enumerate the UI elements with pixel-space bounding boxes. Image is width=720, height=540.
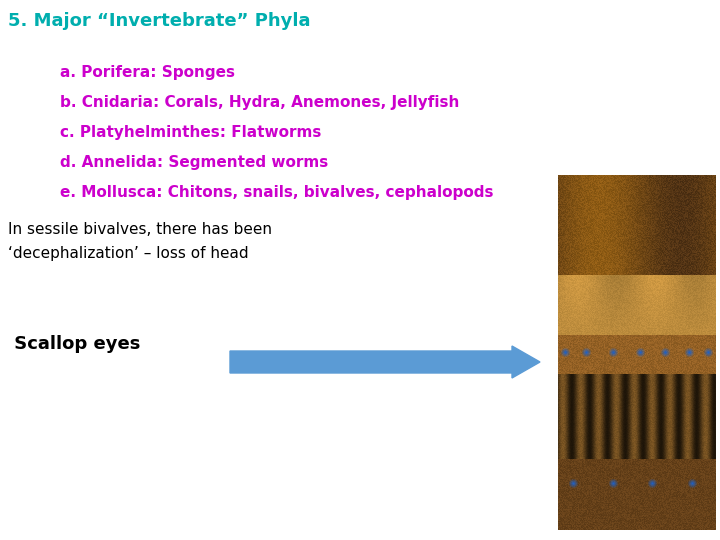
Text: Scallop eyes: Scallop eyes bbox=[8, 335, 140, 353]
FancyArrow shape bbox=[230, 346, 540, 378]
Text: a. Porifera: Sponges: a. Porifera: Sponges bbox=[60, 65, 235, 80]
Text: In sessile bivalves, there has been: In sessile bivalves, there has been bbox=[8, 222, 272, 237]
Text: b. Cnidaria: Corals, Hydra, Anemones, Jellyfish: b. Cnidaria: Corals, Hydra, Anemones, Je… bbox=[60, 95, 459, 110]
Text: 5. Major “Invertebrate” Phyla: 5. Major “Invertebrate” Phyla bbox=[8, 12, 310, 30]
Text: e. Mollusca: Chitons, snails, bivalves, cephalopods: e. Mollusca: Chitons, snails, bivalves, … bbox=[60, 185, 493, 200]
Text: c. Platyhelminthes: Flatworms: c. Platyhelminthes: Flatworms bbox=[60, 125, 321, 140]
Text: ‘decephalization’ – loss of head: ‘decephalization’ – loss of head bbox=[8, 246, 248, 261]
Text: d. Annelida: Segmented worms: d. Annelida: Segmented worms bbox=[60, 155, 328, 170]
